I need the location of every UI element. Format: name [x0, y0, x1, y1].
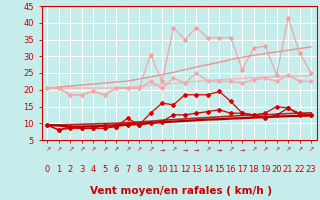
Text: ↗: ↗ [114, 148, 119, 152]
Text: 10: 10 [157, 166, 167, 174]
Text: →: → [217, 148, 222, 152]
Text: →: → [182, 148, 188, 152]
Text: ↗: ↗ [125, 148, 130, 152]
Text: 0: 0 [45, 166, 50, 174]
Text: ↗: ↗ [136, 148, 142, 152]
Text: 3: 3 [79, 166, 84, 174]
Text: 19: 19 [260, 166, 270, 174]
Text: 18: 18 [248, 166, 259, 174]
Text: ↗: ↗ [205, 148, 211, 152]
Text: ↗: ↗ [274, 148, 279, 152]
Text: ↗: ↗ [297, 148, 302, 152]
Text: ↗: ↗ [79, 148, 84, 152]
Text: 2: 2 [68, 166, 73, 174]
Text: ↗: ↗ [91, 148, 96, 152]
Text: 23: 23 [306, 166, 316, 174]
Text: 16: 16 [226, 166, 236, 174]
Text: ↗: ↗ [171, 148, 176, 152]
Text: 14: 14 [203, 166, 213, 174]
Text: ↗: ↗ [263, 148, 268, 152]
Text: 4: 4 [91, 166, 96, 174]
Text: ↗: ↗ [68, 148, 73, 152]
Text: Vent moyen/en rafales ( km/h ): Vent moyen/en rafales ( km/h ) [90, 186, 272, 196]
Text: ↗: ↗ [56, 148, 61, 152]
Text: ↗: ↗ [102, 148, 107, 152]
Text: ↗: ↗ [308, 148, 314, 152]
Text: 7: 7 [125, 166, 130, 174]
Text: →: → [159, 148, 164, 152]
Text: 1: 1 [56, 166, 61, 174]
Text: ↗: ↗ [45, 148, 50, 152]
Text: ↗: ↗ [251, 148, 256, 152]
Text: 8: 8 [136, 166, 142, 174]
Text: ↗: ↗ [285, 148, 291, 152]
Text: →: → [240, 148, 245, 152]
Text: →: → [194, 148, 199, 152]
Text: 5: 5 [102, 166, 107, 174]
Text: 15: 15 [214, 166, 225, 174]
Text: 11: 11 [168, 166, 179, 174]
Text: 17: 17 [237, 166, 248, 174]
Text: 21: 21 [283, 166, 293, 174]
Text: 12: 12 [180, 166, 190, 174]
Text: ↗: ↗ [228, 148, 233, 152]
Text: 6: 6 [114, 166, 119, 174]
Text: ↗: ↗ [148, 148, 153, 152]
Text: 13: 13 [191, 166, 202, 174]
Text: 9: 9 [148, 166, 153, 174]
Text: 22: 22 [294, 166, 305, 174]
Text: 20: 20 [271, 166, 282, 174]
